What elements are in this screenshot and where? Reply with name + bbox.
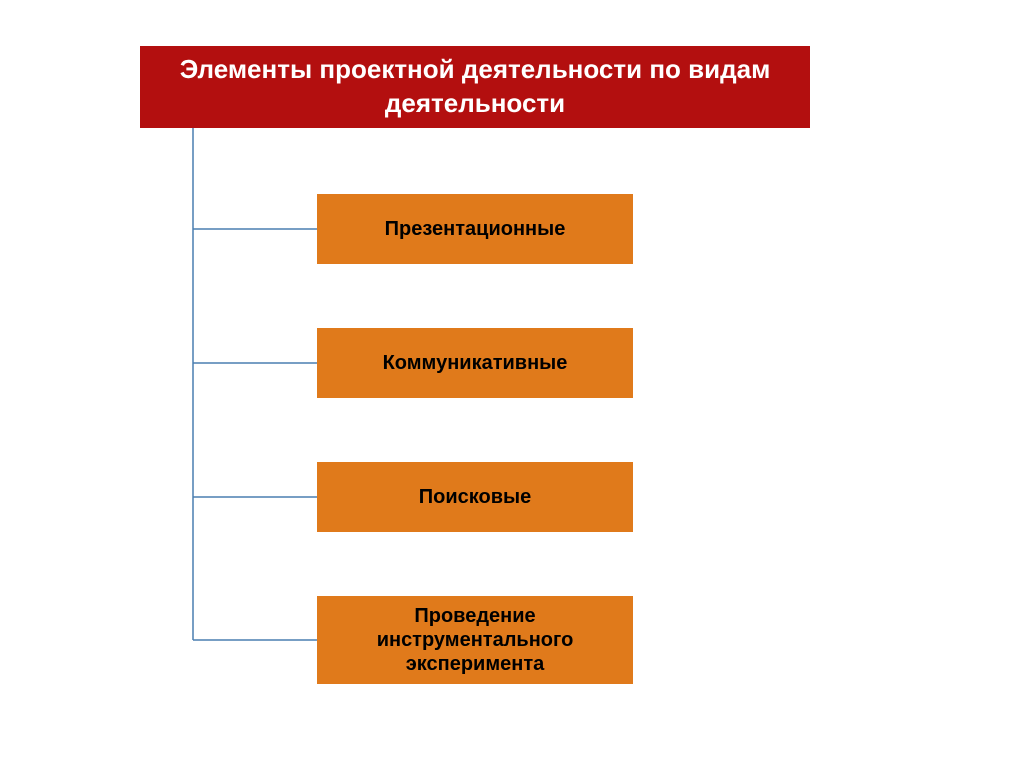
- child-box-2: Поисковые: [317, 462, 633, 532]
- child-box-0: Презентационные: [317, 194, 633, 264]
- header-text: Элементы проектной деятельности по видам…: [160, 53, 790, 121]
- child-text-0: Презентационные: [385, 217, 566, 241]
- child-text-2: Поисковые: [419, 485, 531, 509]
- child-text-1: Коммуникативные: [383, 351, 568, 375]
- child-box-1: Коммуникативные: [317, 328, 633, 398]
- child-box-3: Проведение инструментального эксперимент…: [317, 596, 633, 684]
- child-text-3: Проведение инструментального эксперимент…: [327, 604, 623, 676]
- header-box: Элементы проектной деятельности по видам…: [140, 46, 810, 128]
